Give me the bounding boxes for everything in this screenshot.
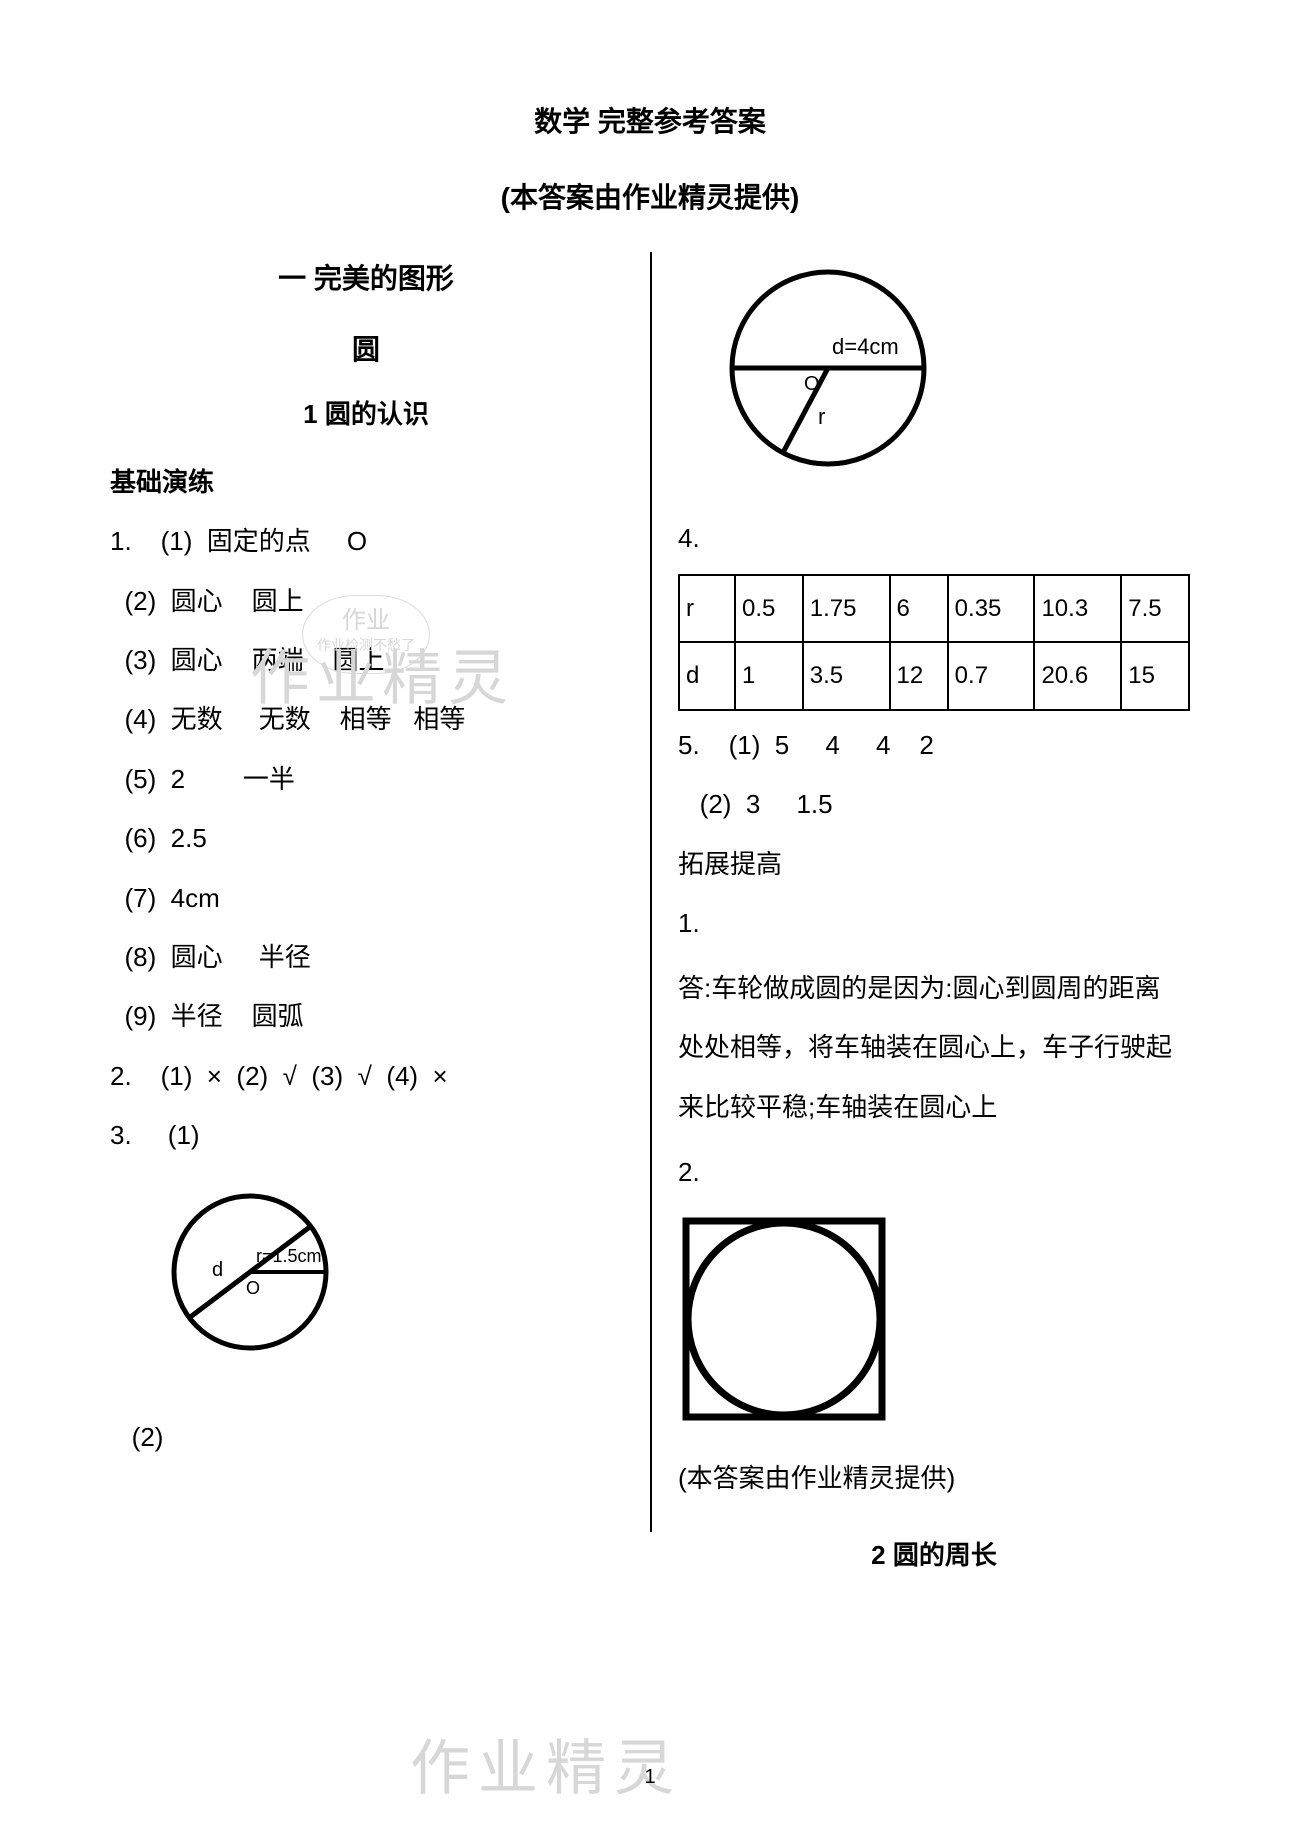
table-cell: r — [679, 575, 735, 643]
q1-2: (2) 圆心 圆上 — [110, 577, 622, 626]
e2: 2. — [678, 1148, 1190, 1197]
extension-heading: 拓展提高 — [678, 840, 1190, 889]
attribution: (本答案由作业精灵提供) — [678, 1454, 1190, 1503]
two-column-layout: 一 完美的图形 圆 1 圆的认识 基础演练 1. (1) 固定的点 O (2) … — [110, 252, 1190, 1580]
e1-l1: 答:车轮做成圆的是因为:圆心到圆周的距离 — [678, 959, 1190, 1019]
column-divider — [650, 252, 652, 1532]
title-sub: (本答案由作业精灵提供) — [110, 176, 1190, 216]
q1-5: (5) 2 一半 — [110, 755, 622, 804]
q5-2: (2) 3 1.5 — [678, 780, 1190, 829]
table-cell: 0.35 — [948, 575, 1035, 643]
left-column: 一 完美的图形 圆 1 圆的认识 基础演练 1. (1) 固定的点 O (2) … — [110, 252, 650, 1580]
q3-2: (2) — [110, 1413, 622, 1462]
right-column: d=4cm Or 4. r 0.5 1.75 6 0.35 10.3 7.5 d … — [650, 252, 1190, 1580]
q1-7: (7) 4cm — [110, 874, 622, 923]
svg-text:r: r — [818, 404, 825, 429]
q1-8: (8) 圆心 半径 — [110, 933, 622, 982]
page: 数学 完整参考答案 (本答案由作业精灵提供) 一 完美的图形 圆 1 圆的认识 … — [0, 0, 1300, 1620]
page-number: 1 — [644, 1766, 655, 1789]
table-cell: 12 — [890, 642, 948, 710]
next-section-heading: 2 圆的周长 — [678, 1531, 1190, 1580]
table-cell: d — [679, 642, 735, 710]
q1-6: (6) 2.5 — [110, 814, 622, 863]
table-cell: 3.5 — [803, 642, 890, 710]
watermark-big-2: 作业精灵 — [410, 1720, 682, 1807]
q1-4: (4) 无数 无数 相等 相等 — [110, 695, 622, 744]
q2: 2. (1) × (2) √ (3) √ (4) × — [110, 1052, 622, 1101]
table-r-d: r 0.5 1.75 6 0.35 10.3 7.5 d 1 3.5 12 0.… — [678, 574, 1190, 711]
table-cell: 1.75 — [803, 575, 890, 643]
svg-text:O: O — [804, 373, 820, 395]
table-cell: 20.6 — [1034, 642, 1121, 710]
circle-diagram-2-icon: d=4cm Or — [688, 258, 968, 478]
title-main: 数学 完整参考答案 — [110, 100, 1190, 140]
q1-9: (9) 半径 圆弧 — [110, 992, 622, 1041]
topic-heading: 圆 — [110, 323, 622, 376]
q1-3: (3) 圆心 两端 圆上 — [110, 636, 622, 685]
basics-heading: 基础演练 — [110, 458, 622, 507]
figure-square-circle — [678, 1207, 1190, 1449]
figure-circle-1: r=1.5cm d O — [110, 1170, 622, 1402]
figure-circle-2: d=4cm Or — [678, 252, 1190, 504]
q3: 3. (1) — [110, 1111, 622, 1160]
table-cell: 10.3 — [1034, 575, 1121, 643]
table-row: d 1 3.5 12 0.7 20.6 15 — [679, 642, 1189, 710]
table-cell: 1 — [735, 642, 803, 710]
circle-diagram-1-icon: r=1.5cm d O — [140, 1176, 380, 1376]
e1: 1. — [678, 899, 1190, 948]
table-cell: 15 — [1121, 642, 1189, 710]
e1-l3: 来比较平稳;车轴装在圆心上 — [678, 1078, 1190, 1138]
svg-text:r=1.5cm: r=1.5cm — [256, 1246, 322, 1266]
q4: 4. — [678, 514, 1190, 563]
svg-text:d: d — [212, 1259, 223, 1281]
table-row: r 0.5 1.75 6 0.35 10.3 7.5 — [679, 575, 1189, 643]
q1-1: 1. (1) 固定的点 O — [110, 517, 622, 566]
svg-text:O: O — [246, 1278, 260, 1298]
e1-l2: 处处相等，将车轴装在圆心上，车子行驶起 — [678, 1018, 1190, 1078]
table-cell: 6 — [890, 575, 948, 643]
square-inscribed-circle-icon — [678, 1213, 898, 1423]
table-cell: 0.5 — [735, 575, 803, 643]
table-cell: 7.5 — [1121, 575, 1189, 643]
svg-text:d=4cm: d=4cm — [832, 334, 899, 359]
chapter-heading: 一 完美的图形 — [110, 252, 622, 305]
q5-1: 5. (1) 5 4 4 2 — [678, 721, 1190, 770]
e1-answer: 答:车轮做成圆的是因为:圆心到圆周的距离 处处相等，将车轴装在圆心上，车子行驶起… — [678, 959, 1190, 1138]
section-heading: 1 圆的认识 — [110, 390, 622, 439]
table-cell: 0.7 — [948, 642, 1035, 710]
